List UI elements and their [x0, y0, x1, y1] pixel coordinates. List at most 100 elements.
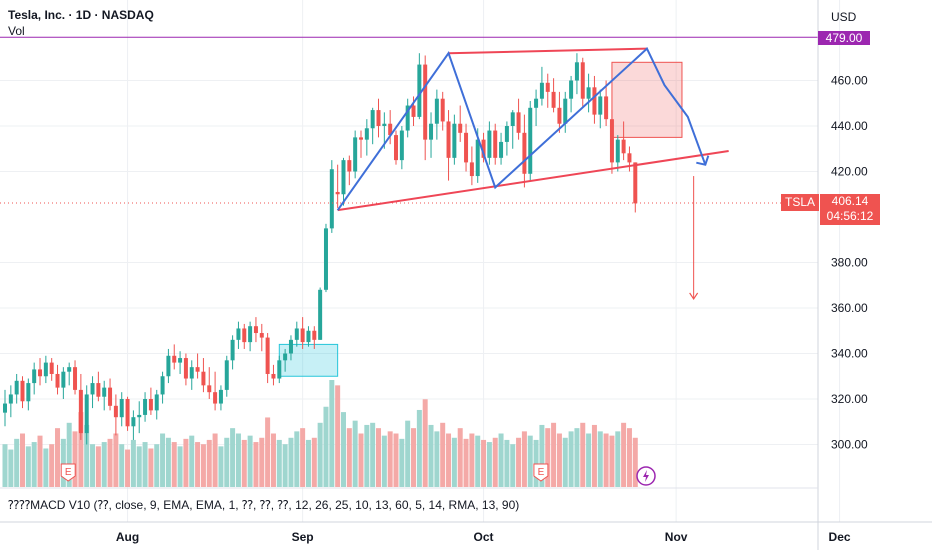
volume-bar	[434, 431, 440, 487]
candle-body	[166, 355, 171, 377]
candle-body	[452, 123, 457, 158]
volume-bar	[451, 437, 457, 487]
volume-bar	[346, 428, 352, 487]
volume-bar	[43, 448, 49, 487]
volume-bar	[632, 437, 638, 487]
volume-bar	[31, 442, 37, 487]
candle-body	[312, 330, 317, 340]
volume-bar	[387, 431, 393, 487]
candle-body	[288, 339, 293, 354]
volume-bar	[440, 422, 446, 487]
volume-bar	[288, 437, 294, 487]
candle-body	[143, 399, 148, 415]
candle-body	[434, 98, 439, 124]
volume-bar	[586, 433, 592, 487]
symbol-title[interactable]: Tesla, Inc. · 1D · NASDAQ	[8, 8, 154, 22]
highlight-boxes	[278, 61, 683, 377]
candle-body	[224, 360, 229, 390]
volume-bar	[516, 437, 522, 487]
volume-bar	[107, 438, 113, 487]
volume-bar	[498, 433, 504, 487]
volume-bar	[527, 435, 533, 487]
candle-body	[207, 385, 212, 393]
candle-body	[481, 139, 486, 158]
candle-body	[341, 160, 346, 195]
volume-bar	[189, 435, 195, 487]
candle-body	[347, 160, 352, 172]
candle-body	[306, 330, 311, 343]
volume-bar	[66, 422, 72, 487]
candle-body	[633, 162, 638, 204]
pattern-arrowhead	[696, 155, 710, 166]
candle-body	[592, 87, 597, 115]
volume-bar	[72, 431, 78, 487]
volume-bar	[101, 442, 107, 487]
candle-body	[604, 96, 609, 120]
candle-body	[353, 137, 358, 172]
volume-bar	[305, 439, 311, 487]
volume-bar	[329, 380, 335, 487]
volume-bar	[84, 424, 90, 487]
currency-label[interactable]: USD	[831, 10, 857, 24]
candle-body	[405, 105, 410, 131]
last-price: 406.14	[831, 194, 869, 208]
volume-bar	[551, 422, 557, 487]
date-tick-label: Sep	[292, 530, 314, 544]
volume-bar	[463, 438, 469, 487]
volume-bar	[446, 433, 452, 487]
candle-body	[32, 369, 37, 384]
candle-body	[504, 126, 509, 142]
volume-bar	[125, 449, 131, 487]
price-tick-label: 300.00	[831, 438, 868, 452]
volume-bar	[381, 435, 387, 487]
volume-legend[interactable]: Vol	[8, 24, 25, 38]
candle-body	[627, 153, 632, 163]
candle-body	[26, 383, 31, 402]
price-tick-label: 460.00	[831, 74, 868, 88]
bar-countdown: 04:56:12	[826, 209, 874, 223]
price-tick-label: 340.00	[831, 347, 868, 361]
candle-body	[335, 191, 340, 195]
volume-bar	[486, 442, 492, 487]
candle-body	[201, 371, 206, 386]
macd-indicator-legend[interactable]: ⁇⁇MACD V10 (⁇, close, 9, EMA, EMA, 1, ⁇,…	[8, 498, 520, 512]
candle-body	[423, 64, 428, 140]
volume-bar	[20, 433, 26, 487]
candle-body	[458, 123, 463, 133]
volume-bar	[376, 428, 382, 487]
earnings-badge	[533, 463, 549, 482]
volume-bar	[621, 422, 627, 487]
volume-bar	[603, 433, 609, 487]
earnings-letter: E	[538, 467, 545, 478]
volume-bar	[335, 385, 341, 487]
candle-body	[178, 358, 183, 363]
date-tick-label: Nov	[665, 530, 688, 544]
candle-body	[598, 96, 603, 115]
volume-bar	[247, 435, 253, 487]
candle-body	[551, 91, 556, 108]
candle-body	[61, 371, 66, 388]
volume-bar	[171, 442, 177, 487]
volume-bar	[282, 444, 288, 487]
candle-body	[55, 373, 60, 388]
candle-body	[213, 392, 218, 404]
pattern-overlay	[0, 36, 818, 300]
volume-bar	[2, 444, 8, 487]
volume-bar	[562, 437, 568, 487]
ticker-tag: TSLA	[781, 194, 819, 211]
red-zone-box	[611, 61, 683, 138]
candle-body	[493, 130, 498, 158]
candle-body	[236, 328, 241, 340]
candle-body	[131, 417, 136, 427]
candle-body	[411, 105, 416, 117]
candle-body	[469, 162, 474, 177]
volume-bar	[399, 438, 405, 487]
candle-body	[108, 387, 113, 406]
volume-bar	[148, 448, 154, 487]
volume-bar	[609, 435, 615, 487]
candle-body	[283, 353, 288, 361]
candle-body	[125, 399, 130, 427]
candle-body	[382, 123, 387, 126]
